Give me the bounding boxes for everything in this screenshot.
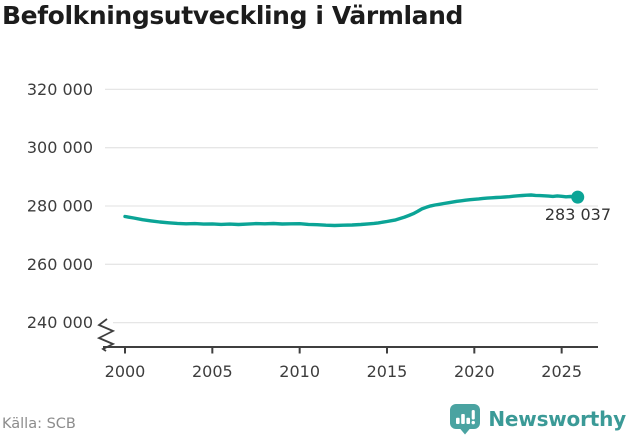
x-axis-tick-label: 2010 [279,362,320,381]
logo-bar-2 [461,414,466,424]
population-line [123,193,580,228]
logo-bar-1 [456,417,460,424]
y-axis-tick-label: 320 000 [27,80,93,99]
logo-bubble-tail [459,428,471,435]
end-value-label: 283 037 [545,205,611,224]
source-note: Källa: SCB [2,416,76,432]
population-line-chart: 240 000 260 000 280 000 300 000 320 000 2000 2… [27,80,611,381]
y-axis-tick-label: 240 000 [27,313,93,332]
x-axis-tick-label: 2000 [105,362,146,381]
end-point-dot [571,190,585,204]
logo-bubble [450,404,481,429]
x-axis-tick-label: 2015 [367,362,408,381]
logo-exclamation-dot [471,420,476,425]
x-axis-tick-label: 2005 [192,362,233,381]
y-axis-tick-label: 280 000 [27,197,93,216]
logo-exclamation-stem [472,410,476,420]
y-axis-tick-label: 260 000 [27,255,93,274]
x-axis-tick-label: 2020 [454,362,495,381]
newsworthy-brand: Newsworthy [449,403,626,435]
brand-name: Newsworthy [488,407,626,431]
chart-title: Befolkningsutveckling i Värmland [2,1,464,30]
x-axis-tick-label: 2025 [541,362,582,381]
axis-break-zigzag [96,318,116,352]
y-axis-tick-label: 300 000 [27,138,93,157]
newsworthy-logo-icon [450,404,481,435]
logo-bar-3 [466,417,471,424]
